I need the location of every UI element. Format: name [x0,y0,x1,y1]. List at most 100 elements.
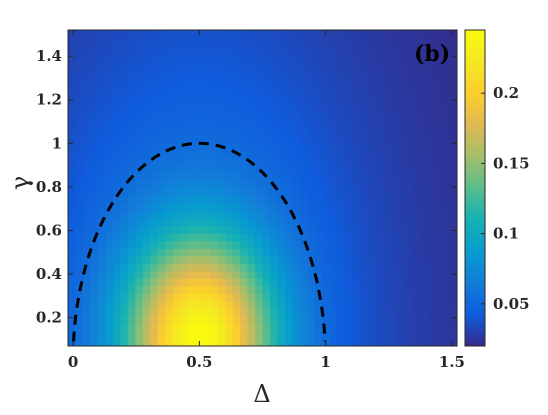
heatmap-cell [202,157,211,167]
heatmap-cell [187,127,196,136]
heatmap-cell [165,308,174,317]
heatmap-cell [232,233,241,242]
heatmap-cell [322,195,331,204]
heatmap-cell [202,60,211,69]
heatmap-cell [322,180,331,189]
heatmap-cell [337,240,346,249]
heatmap-cell [90,308,99,317]
heatmap-cell [449,218,457,227]
heatmap-cell [225,278,234,287]
heatmap-cell [389,120,398,129]
heatmap-cell [314,45,323,54]
heatmap-cell [157,323,166,332]
heatmap-cell [419,233,428,242]
heatmap-cell [412,255,421,264]
heatmap-cell [404,248,413,257]
heatmap-cell [135,37,144,46]
heatmap-cell [397,338,406,346]
heatmap-cell [90,120,99,129]
heatmap-cell [329,330,338,340]
heatmap-cell [269,67,279,76]
heatmap-cell [262,188,271,197]
heatmap-cell [68,142,77,151]
heatmap-cell [374,105,383,114]
heatmap-cell [195,195,204,204]
heatmap-cell [427,37,436,46]
heatmap-cell [434,142,443,151]
heatmap-cell [165,248,174,257]
heatmap-cell [352,105,361,114]
heatmap-cell [90,278,99,287]
heatmap-cell [120,248,129,257]
heatmap-cell [419,142,428,151]
heatmap-cell [277,255,286,264]
heatmap-cell [187,135,196,144]
heatmap-cell [187,97,196,106]
heatmap-cell [127,30,136,39]
heatmap-cell [172,112,181,121]
heatmap-cell [449,308,457,317]
heatmap-cell [112,240,121,249]
heatmap-cell [314,97,323,106]
heatmap-cell [68,285,77,294]
heatmap-cell [240,45,249,54]
heatmap-cell [352,270,361,279]
heatmap-cell [105,233,114,242]
heatmap-cell [389,330,398,340]
heatmap-cell [307,225,316,234]
heatmap-cell [427,210,436,219]
heatmap-cell [284,233,294,242]
heatmap-cell [232,105,241,114]
heatmap-cell [352,30,361,39]
heatmap-cell [172,278,181,287]
heatmap-cell [75,315,84,325]
heatmap-cell [157,300,166,309]
heatmap-cell [367,37,376,46]
heatmap-cell [240,120,249,129]
heatmap-cell [165,323,174,332]
heatmap-cell [442,188,451,197]
heatmap-cell [157,308,166,317]
heatmap-cell [180,263,189,272]
heatmap-cell [135,97,144,106]
heatmap-cell [255,37,264,46]
heatmap-cell [322,75,331,84]
heatmap-cell [157,105,166,114]
heatmap-cell [382,188,391,197]
heatmap-cell [120,240,129,249]
heatmap-cell [419,165,428,174]
heatmap-cell [195,263,204,272]
heatmap-cell [329,52,338,61]
heatmap-cell [90,218,99,227]
heatmap-cell [225,30,234,39]
heatmap-cell [165,112,174,121]
heatmap-cell [127,188,136,197]
heatmap-cell [292,135,301,144]
heatmap-cell [359,30,368,39]
heatmap-cell [82,97,92,106]
heatmap-cell [307,172,316,182]
heatmap-cell [344,188,353,197]
heatmap-cell [90,180,99,189]
heatmap-cell [225,172,234,182]
heatmap-cell [397,323,406,332]
heatmap-cell [269,293,279,302]
heatmap-cell [419,255,428,264]
heatmap-cell [322,188,331,197]
heatmap-cell [269,323,279,332]
heatmap-cell [82,225,92,234]
heatmap-cell [112,67,121,76]
heatmap-cell [284,60,294,69]
heatmap-cell [434,263,443,272]
heatmap-cell [427,338,436,346]
heatmap-cell [299,195,308,204]
heatmap-cell [329,112,338,121]
heatmap-cell [255,188,264,197]
heatmap-cell [217,45,226,54]
heatmap-cell [307,240,316,249]
heatmap-cell [240,30,249,39]
heatmap-cell [442,120,451,129]
heatmap-cell [352,210,361,219]
heatmap-cell [284,210,294,219]
heatmap-cell [97,75,106,84]
